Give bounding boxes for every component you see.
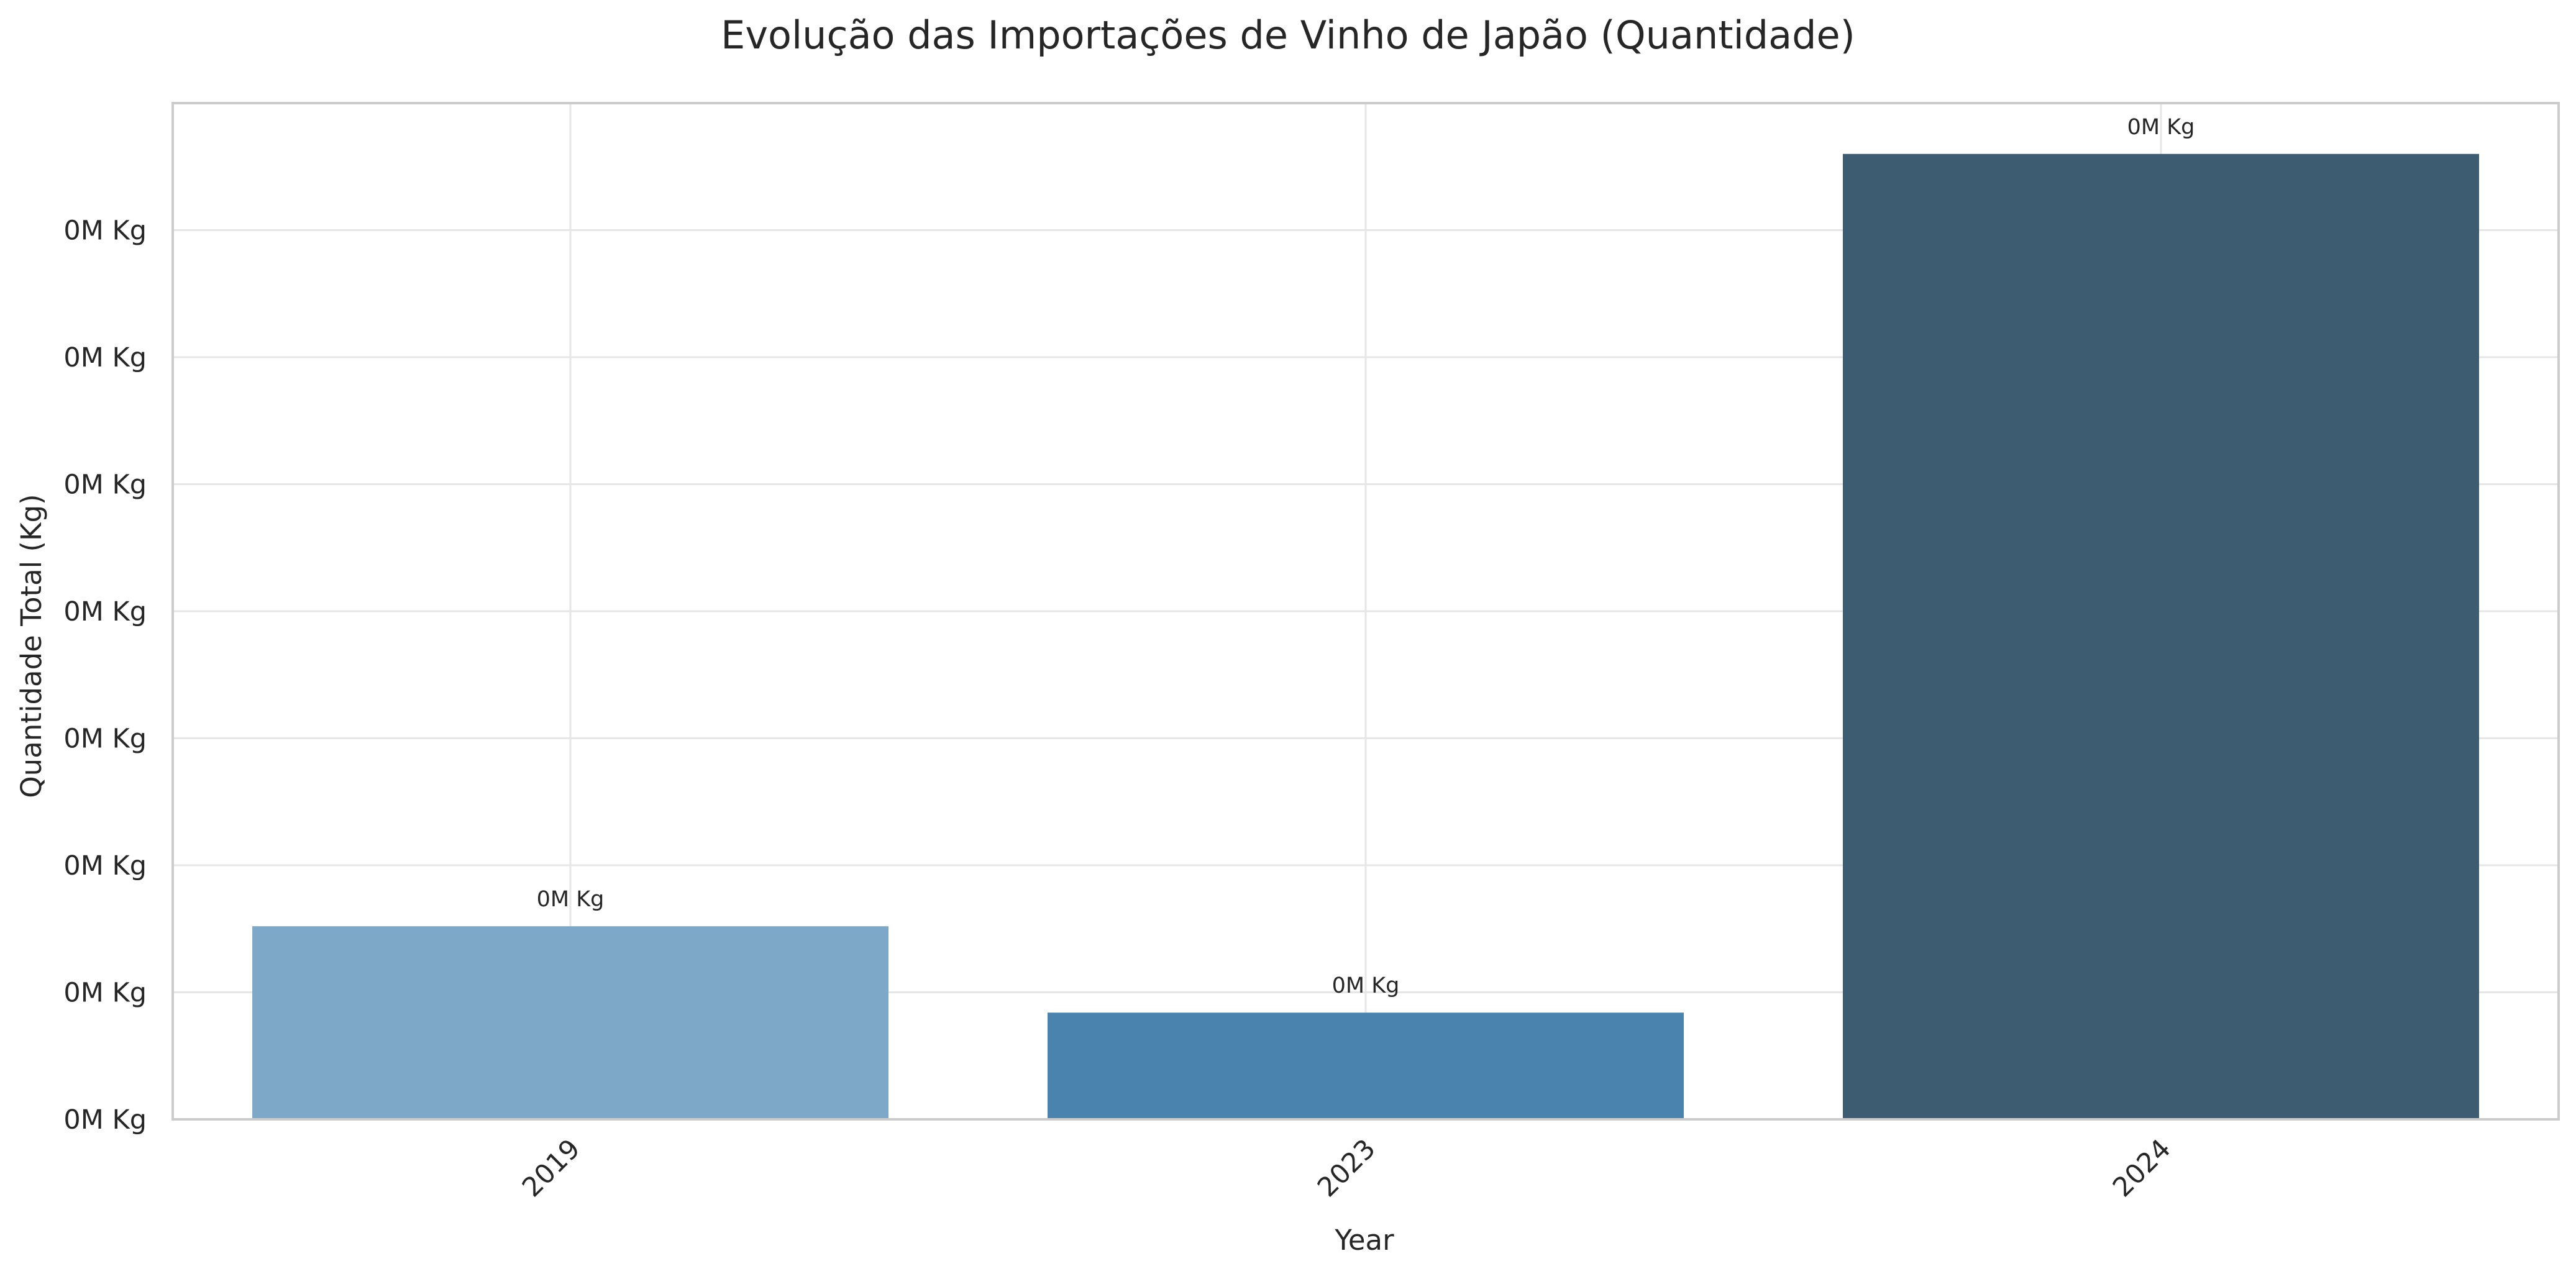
bar-2024: [1843, 153, 2479, 1119]
y-axis-label: Quantidade Total (Kg): [15, 494, 48, 798]
y-axis-ticks: 0M Kg 0M Kg 0M Kg 0M Kg 0M Kg 0M Kg 0M Kg 0M Kg: [63, 216, 147, 1136]
x-tick-label: 2024: [2107, 1133, 2177, 1203]
y-tick-label: 0M Kg: [63, 470, 147, 501]
y-tick-label: 0M Kg: [63, 216, 147, 247]
bar-value-label: 0M Kg: [537, 887, 605, 912]
y-tick-label: 0M Kg: [63, 850, 147, 881]
bars: [252, 153, 2479, 1119]
bar-value-label: 0M Kg: [1332, 973, 1400, 998]
x-tick-label: 2019: [516, 1133, 587, 1203]
x-axis-ticks: 2019 2023 2024: [516, 1133, 2177, 1203]
y-tick-label: 0M Kg: [63, 978, 147, 1009]
bar-2023: [1048, 1012, 1684, 1119]
y-tick-label: 0M Kg: [63, 1104, 147, 1135]
bar-value-label: 0M Kg: [2127, 115, 2195, 140]
bar-value-labels: 0M Kg 0M Kg 0M Kg: [537, 115, 2195, 998]
y-tick-label: 0M Kg: [63, 596, 147, 627]
x-tick-label: 2023: [1312, 1133, 1382, 1203]
y-tick-label: 0M Kg: [63, 724, 147, 755]
chart-title: Evolução das Importações de Vinho de Jap…: [721, 12, 1855, 58]
plot-area-frame: [171, 102, 2560, 1121]
bar-2019: [252, 926, 888, 1119]
x-axis-label: Year: [1334, 1224, 1394, 1257]
y-tick-label: 0M Kg: [63, 342, 147, 373]
